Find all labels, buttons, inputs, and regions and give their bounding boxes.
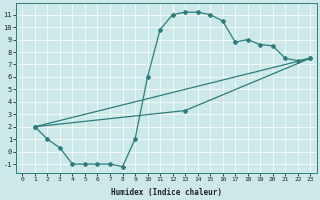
- X-axis label: Humidex (Indice chaleur): Humidex (Indice chaleur): [111, 188, 222, 197]
